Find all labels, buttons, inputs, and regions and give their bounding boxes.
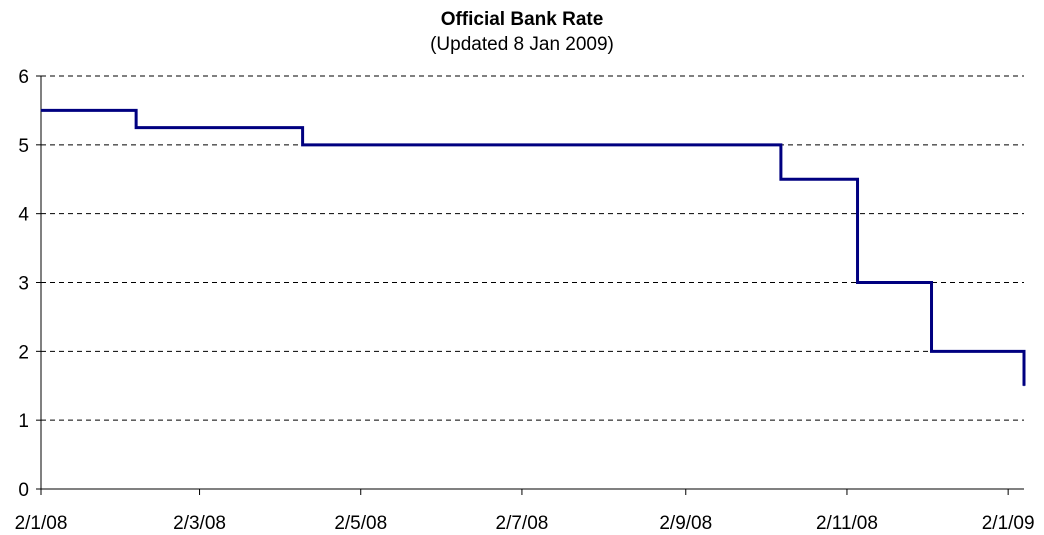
y-tick-label: 1 <box>18 411 29 432</box>
y-tick-label: 6 <box>18 67 29 88</box>
x-tick-label: 2/7/08 <box>496 513 549 534</box>
x-tick-label: 2/1/08 <box>15 513 68 534</box>
x-tick-label: 2/1/09 <box>982 513 1035 534</box>
y-tick-label: 3 <box>18 274 29 295</box>
y-tick-label: 4 <box>18 205 29 226</box>
chart-title: Official Bank Rate <box>440 9 604 30</box>
x-tick-label: 2/3/08 <box>173 513 226 534</box>
x-tick-label: 2/9/08 <box>659 513 712 534</box>
data-point-1 <box>135 127 137 129</box>
data-point-3 <box>780 178 782 180</box>
chart-subtitle: (Updated 8 Jan 2009) <box>430 34 614 55</box>
data-point-6 <box>1023 385 1025 387</box>
data-point-0 <box>40 109 42 111</box>
y-tick-label: 5 <box>18 136 29 157</box>
data-point-2 <box>302 144 304 146</box>
y-tick-label: 0 <box>18 480 29 501</box>
data-point-4 <box>857 282 859 283</box>
x-tick-label: 2/11/08 <box>816 513 878 534</box>
y-tick-label: 2 <box>18 342 29 363</box>
series-line-0 <box>41 108 1026 386</box>
x-tick-label: 2/5/08 <box>334 513 387 534</box>
data-point-5 <box>931 350 933 352</box>
